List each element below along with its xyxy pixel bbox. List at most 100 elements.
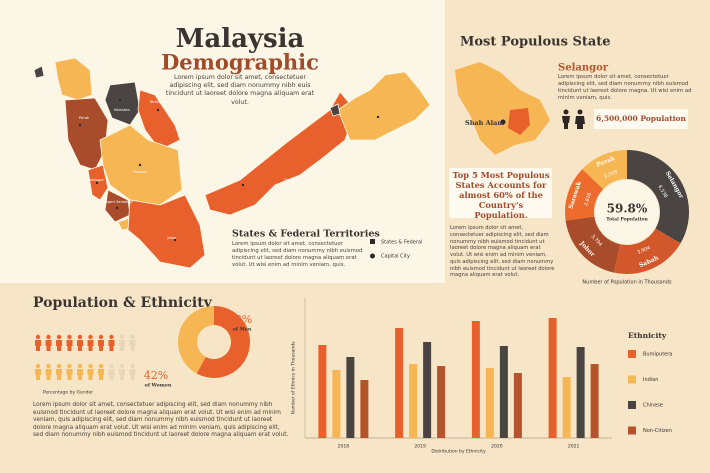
person-body — [35, 340, 41, 351]
map-label: Pahang — [133, 170, 146, 174]
person-body — [77, 369, 83, 380]
person-head — [67, 363, 72, 369]
slice-value: 2,816 — [583, 192, 593, 207]
person-body — [98, 369, 104, 380]
legend-title: Ethnicity — [628, 331, 667, 340]
person-head — [130, 334, 135, 340]
capital-dot — [500, 119, 506, 125]
donut-slice — [582, 150, 627, 190]
ethnicity-text: Lorem ipsum dolor sit amet, consectetuer… — [33, 402, 289, 439]
donut-slice — [627, 150, 689, 244]
person-head — [67, 334, 72, 340]
person-head — [98, 334, 104, 340]
bar — [437, 366, 446, 438]
population-label: 6,500,000 Population — [596, 114, 687, 123]
person-head — [88, 334, 93, 340]
person-head — [35, 334, 41, 340]
legend-label: Chinese — [643, 403, 663, 409]
map-text: Lorem ipsum dolor sit amet, consectetuer… — [232, 241, 363, 268]
person-body — [119, 340, 125, 351]
legend-label: Indian — [643, 377, 658, 383]
person-body — [98, 340, 104, 351]
x-tick-label: 2020 — [491, 444, 503, 450]
bar — [471, 321, 480, 438]
legend-swatch — [628, 426, 636, 435]
slice-value: 58% — [228, 313, 252, 326]
bar — [499, 346, 508, 438]
bar — [395, 328, 404, 438]
bar — [562, 377, 571, 438]
person-head — [130, 363, 135, 369]
x-tick-label: 2018 — [338, 444, 350, 450]
person-head — [56, 334, 62, 340]
person-body — [119, 369, 125, 380]
bar — [409, 364, 418, 438]
bar — [332, 370, 341, 438]
x-tick-label: 2019 — [414, 444, 426, 450]
legend-swatch — [628, 350, 636, 358]
person-body — [87, 340, 94, 351]
person-head — [35, 363, 41, 369]
person-head — [109, 363, 114, 369]
capital-dots — [78, 98, 380, 242]
slice-value: 3,904 — [636, 245, 651, 256]
person-body — [129, 340, 136, 351]
icons-caption: Percentage by Gender — [43, 390, 93, 396]
people-icon — [562, 109, 585, 129]
intro-text: Lorem ipsum dolor sit amet, consectetuer… — [165, 74, 315, 106]
selangor-map — [455, 62, 550, 155]
person-head — [56, 363, 62, 369]
person-body — [66, 369, 73, 380]
person-body — [45, 369, 52, 380]
legend-swatch — [628, 375, 636, 384]
donut-caption: Number of Population in Thousands — [582, 280, 672, 286]
legend-label: States & Federal — [381, 240, 422, 246]
highlight-box — [449, 168, 552, 218]
person-head — [119, 363, 125, 369]
x-tick-label: 2021 — [568, 444, 580, 450]
state-name: Selangor — [558, 63, 609, 74]
subtitle: Demographic — [161, 50, 319, 75]
person-body — [56, 369, 62, 380]
person-head — [46, 334, 51, 340]
donut-slice — [565, 216, 621, 273]
donut-slice — [196, 306, 251, 378]
person-head — [88, 363, 93, 369]
state-text-2: Lorem ipsum dolor sit amet, consectetuer… — [450, 225, 555, 279]
map-label: Perak — [79, 116, 90, 120]
population-box — [594, 109, 688, 129]
legend-swatch — [628, 401, 636, 409]
legend-label: Non-Citizen — [643, 428, 672, 434]
person-head — [46, 363, 51, 369]
map-label: Sarawak — [284, 178, 300, 182]
person-head — [77, 334, 83, 340]
map-label: Kelantan — [114, 108, 130, 112]
legend-label: Capital City — [381, 254, 410, 260]
person-head — [77, 363, 83, 369]
bar — [513, 373, 522, 438]
bar — [360, 380, 369, 438]
bar — [548, 318, 557, 438]
person-head — [119, 334, 125, 340]
people-icons — [35, 334, 136, 380]
legend-dot — [370, 253, 375, 259]
slice-value: 2,509 — [603, 169, 618, 180]
person-body — [66, 340, 73, 351]
donut-center — [595, 180, 659, 244]
person-body — [87, 369, 94, 380]
legend-label: Bumiputera — [643, 352, 672, 358]
bar — [346, 357, 355, 438]
slice-value: 42% — [144, 369, 168, 382]
capital-label: Shah Alam — [465, 119, 504, 127]
person-head — [109, 334, 114, 340]
person-head — [98, 363, 104, 369]
slice-label: of Men — [233, 327, 252, 333]
donut-slice — [565, 169, 604, 221]
person-body — [45, 340, 52, 351]
bar — [318, 345, 327, 438]
person-body — [108, 340, 115, 351]
donut-slice — [178, 306, 214, 374]
section-title: Most Populous State — [460, 35, 611, 50]
